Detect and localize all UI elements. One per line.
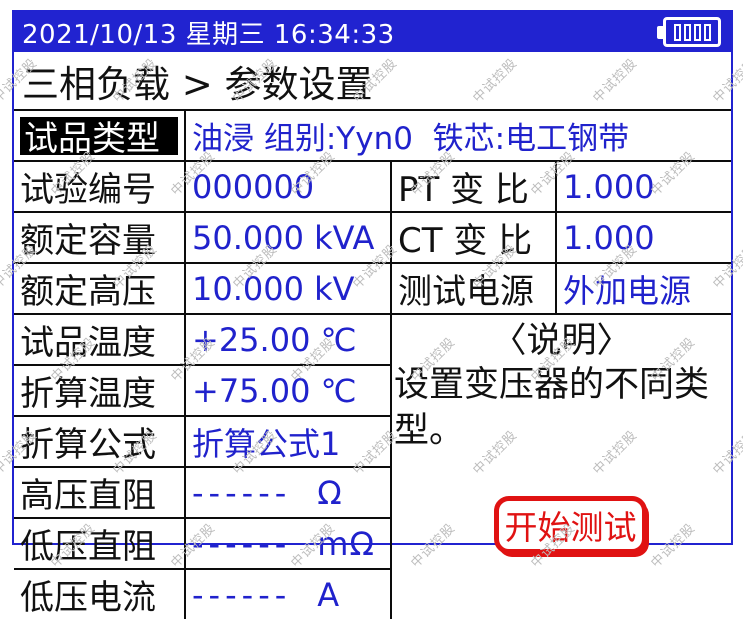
device-screen: 2021/10/13 星期三 16:34:33 三相负载 > 参数设置 试品类型… [12,10,733,619]
start-test-button[interactable]: 开始测试 [494,496,647,554]
battery-full-icon [657,17,721,47]
label-test-number[interactable]: 试验编号 [14,160,184,211]
hv-resistance-unit: Ω [317,473,343,512]
value-conversion-formula[interactable]: 折算公式1 [184,415,390,466]
lv-current-placeholder: ------ [192,575,292,614]
value-ct-ratio[interactable]: 1.000 [555,211,731,262]
value-test-power[interactable]: 外加电源 [555,262,731,313]
battery-terminal [657,25,663,39]
datetime-text: 2021/10/13 星期三 16:34:33 [22,19,395,50]
value-rated-capacity[interactable]: 50.000 kVA [184,211,390,262]
lv-current-unit: A [317,575,341,614]
value-hv-dc-resistance[interactable]: ------ Ω [184,466,390,517]
label-hv-dc-resistance[interactable]: 高压直阻 [14,466,184,517]
status-bar: 2021/10/13 星期三 16:34:33 [14,12,731,52]
label-rated-voltage[interactable]: 额定高压 [14,262,184,313]
label-lv-dc-resistance[interactable]: 低压直阻 [14,517,184,568]
label-conversion-formula[interactable]: 折算公式 [14,415,184,466]
label-conversion-temp[interactable]: 折算温度 [14,364,184,415]
value-lv-current[interactable]: ------ A [184,568,390,619]
label-ct-ratio[interactable]: CT 变 比 [390,211,555,262]
params-table: 试品类型 油浸 组别:Yyn0 铁芯:电工钢带 试验编号 000000 PT 变… [14,109,731,619]
label-specimen-temp[interactable]: 试品温度 [14,313,184,364]
lv-resistance-unit: mΩ [317,524,375,563]
label-rated-capacity[interactable]: 额定容量 [14,211,184,262]
value-test-number[interactable]: 000000 [184,160,390,211]
lv-resistance-placeholder: ------ [192,524,292,563]
label-lv-current[interactable]: 低压电流 [14,568,184,619]
value-rated-voltage[interactable]: 10.000 kV [184,262,390,313]
value-test-type[interactable]: 油浸 组别:Yyn0 铁芯:电工钢带 [184,109,731,160]
battery-segment [683,23,691,41]
hv-resistance-placeholder: ------ [192,473,292,512]
battery-body [663,17,721,47]
label-pt-ratio[interactable]: PT 变 比 [390,160,555,211]
battery-segment [693,23,701,41]
label-test-power[interactable]: 测试电源 [390,262,555,313]
battery-segment [673,23,681,41]
description-panel: 〈说明〉 设置变压器的不同类 型。 开始测试 [390,313,731,619]
breadcrumb: 三相负载 > 参数设置 [22,62,373,106]
value-pt-ratio[interactable]: 1.000 [555,160,731,211]
description-body: 设置变压器的不同类 型。 [394,365,710,451]
value-conversion-temp[interactable]: +75.00 ℃ [184,364,390,415]
label-test-type[interactable]: 试品类型 [14,109,184,160]
selected-cell-highlight: 试品类型 [20,116,178,159]
description-title: 〈说明〉 [491,321,632,361]
battery-segment [703,23,711,41]
value-lv-dc-resistance[interactable]: ------ mΩ [184,517,390,568]
value-specimen-temp[interactable]: +25.00 ℃ [184,313,390,364]
